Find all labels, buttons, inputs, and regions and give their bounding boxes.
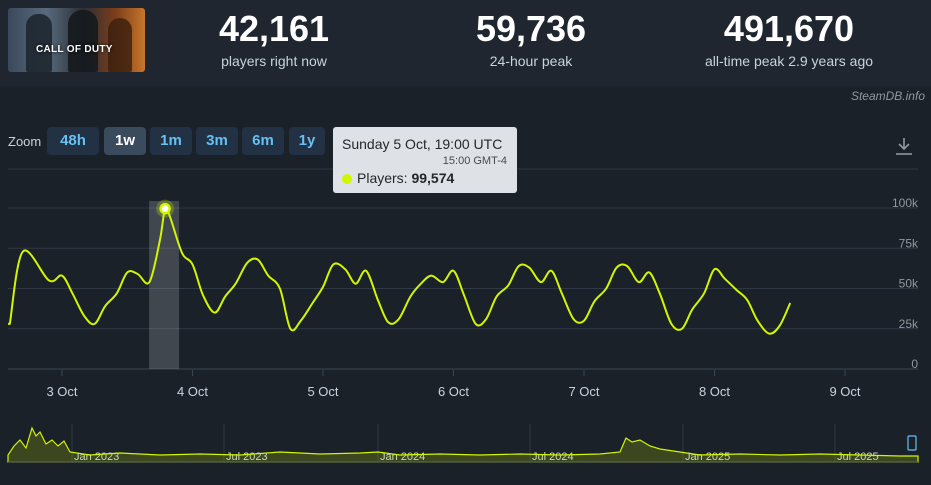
y-tick-label: 0 <box>911 357 918 371</box>
series-line-players <box>7 206 792 335</box>
zoom-button-48h[interactable]: 48h <box>47 127 99 155</box>
thumbnail-soldier-right <box>108 18 132 72</box>
y-tick-label: 100k <box>892 196 919 210</box>
navigator-handle[interactable] <box>907 435 917 451</box>
zoom-label: Zoom <box>8 134 42 149</box>
navigator-sparkline <box>7 426 919 463</box>
zoom-button-1m[interactable]: 1m <box>150 127 192 155</box>
x-tick-label: 3 Oct <box>46 384 77 399</box>
y-tick-label: 75k <box>899 236 919 250</box>
range-navigator: Jan 2023Jul 2023Jan 2024Jul 2024Jan 2025… <box>7 424 919 463</box>
y-tick-label: 25k <box>899 317 919 331</box>
series-dot-icon <box>342 174 352 184</box>
stat-24h-peak: 59,736 24-hour peak <box>411 8 651 70</box>
hover-point <box>159 202 171 215</box>
stat-players-now: 42,161 players right now <box>154 8 394 70</box>
game-logo-text: CALL OF DUTY <box>36 44 113 55</box>
navigator-tick-label: Jul 2025 <box>837 451 879 463</box>
stat-all-time-peak-value: 491,670 <box>723 8 855 49</box>
download-icon[interactable] <box>893 135 915 157</box>
highlight-band <box>149 201 180 369</box>
y-tick-label: 50k <box>899 277 919 291</box>
tooltip-series-label: Players: <box>357 170 408 186</box>
stats-header: CALL OF DUTY 42,161 players right now 59… <box>0 0 931 86</box>
stat-24h-peak-value: 59,736 <box>475 8 587 49</box>
zoom-button-6m[interactable]: 6m <box>242 127 284 155</box>
stat-all-time-peak-label: all-time peak 2.9 years ago <box>704 53 874 69</box>
zoom-button-1y[interactable]: 1y <box>289 127 325 155</box>
stat-all-time-peak: 491,670 all-time peak 2.9 years ago <box>669 8 909 70</box>
stat-players-now-value: 42,161 <box>218 8 330 49</box>
game-thumbnail[interactable]: CALL OF DUTY <box>8 8 145 72</box>
zoom-button-1w[interactable]: 1w <box>104 127 146 155</box>
zoom-button-3m[interactable]: 3m <box>196 127 238 155</box>
hover-marker <box>156 199 175 218</box>
x-tick-label: 9 Oct <box>829 384 860 399</box>
steamdb-watermark[interactable]: SteamDB.info <box>850 89 925 103</box>
tooltip-value: 99,574 <box>411 170 455 186</box>
y-axis-labels: 100k 75k 50k 25k 0 <box>892 196 919 371</box>
thumbnail-soldier-left <box>26 14 52 72</box>
stat-players-now-label: players right now <box>221 53 327 69</box>
x-tick-label: 8 Oct <box>699 384 730 399</box>
x-tick-label: 5 Oct <box>307 384 338 399</box>
tooltip-title: Sunday 5 Oct, 19:00 UTC <box>342 136 503 152</box>
chart-tooltip: Sunday 5 Oct, 19:00 UTC 15:00 GMT-4 Play… <box>333 127 517 193</box>
x-tick-label: 7 Oct <box>568 384 599 399</box>
stat-24h-peak-label: 24-hour peak <box>489 53 573 69</box>
x-axis-labels: 3 Oct 4 Oct 5 Oct 6 Oct 7 Oct 8 Oct 9 Oct <box>46 370 861 399</box>
navigator-background <box>8 424 918 462</box>
hover-highlight-band <box>149 201 180 369</box>
tooltip-local-time: 15:00 GMT-4 <box>442 155 507 167</box>
x-tick-label: 4 Oct <box>177 384 208 399</box>
thumbnail-soldier-center <box>68 10 98 72</box>
x-tick-label: 6 Oct <box>438 384 469 399</box>
chart-gridlines <box>8 168 918 370</box>
tooltip-value-row: Players: 99,574 <box>342 170 454 186</box>
players-series <box>7 206 792 335</box>
